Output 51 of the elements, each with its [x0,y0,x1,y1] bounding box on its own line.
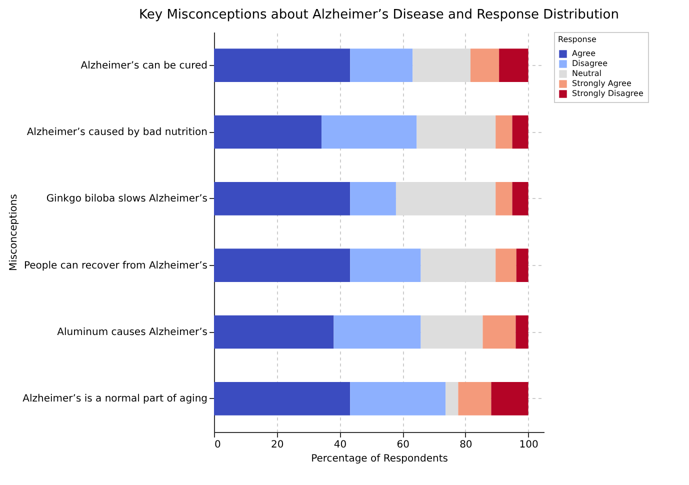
bar [470,48,500,82]
x-tick-label: 40 [334,440,347,450]
legend-label: Strongly Disagree [572,89,644,98]
bar [496,248,516,282]
bar [512,182,528,216]
bar [491,382,528,416]
bar [412,48,470,82]
legend-label: Disagree [572,59,608,68]
bar [214,48,350,82]
bar [512,115,528,149]
y-tick-label: People can recover from Alzheimer’s [24,260,208,272]
bar [420,315,483,349]
legend-title: Response [558,35,596,44]
x-tick-label: 20 [270,440,284,450]
x-tick-label: 60 [396,440,410,450]
bar [516,248,528,282]
y-tick-label: Alzheimer’s is a normal part of aging [22,394,208,405]
bar [496,115,512,149]
x-axis-title: Percentage of Respondents [311,454,448,464]
bar [499,48,528,82]
x-tick-label: 0 [214,440,221,450]
legend-label: Strongly Agree [572,79,632,88]
bar [516,315,528,349]
bar [321,115,417,149]
bar [214,182,350,216]
bar [334,315,421,349]
legend-label: Neutral [572,69,602,78]
bar [214,315,334,349]
y-tick-label: Alzheimer’s caused by bad nutrition [26,127,208,138]
bar [214,248,350,282]
legend-label: Agree [572,49,596,58]
bar [496,182,512,216]
bar [350,182,396,216]
bar [350,382,446,416]
y-axis-title: Misconceptions [8,194,20,271]
bar [458,382,492,416]
y-tick-label: Ginkgo biloba slows Alzheimer’s [46,194,208,205]
bar [214,115,322,149]
bar [420,248,496,282]
bar [350,248,421,282]
bar [446,382,458,416]
bar [396,182,496,216]
bar [416,115,496,149]
x-tick-label: 100 [519,440,538,450]
bar [214,382,350,416]
bar [350,48,413,82]
chart-title: Key Misconceptions about Alzheimer’s Disease and Response Distribution [139,8,619,22]
x-tick-label: 80 [460,440,472,450]
y-tick-label: Alzheimer’s can be cured [80,60,208,72]
y-tick-label: Aluminum causes Alzheimer’s [57,327,208,338]
bar [482,315,516,349]
